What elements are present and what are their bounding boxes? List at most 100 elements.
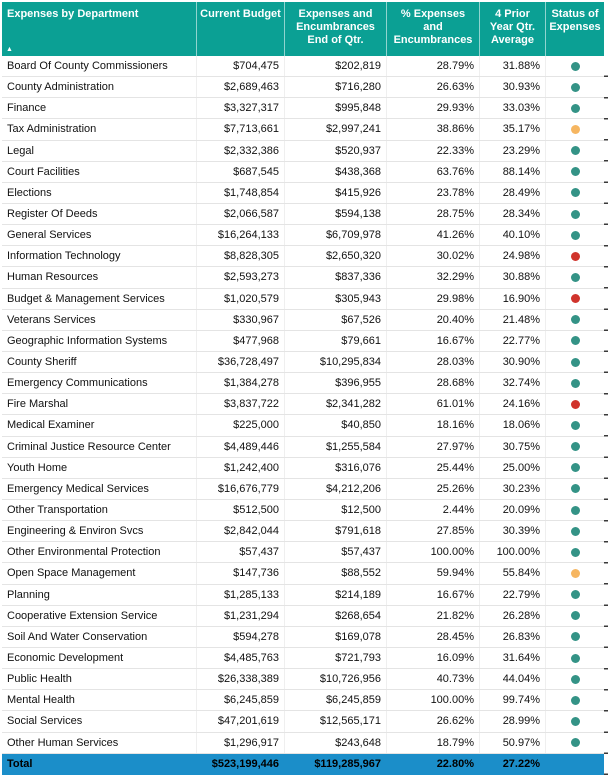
table-row[interactable]: Tax Administration $7,713,661 $2,997,241 38… [2, 119, 604, 141]
table-row[interactable]: Youth Home $1,242,400 $316,076 25.44% 25.00% [2, 457, 604, 479]
prior-year-avg-cell: 21.48% [479, 309, 545, 330]
table-row[interactable]: General Services $16,264,133 $6,709,978 41.… [2, 225, 604, 247]
table-row[interactable]: Emergency Medical Services $16,676,779 $4,… [2, 478, 604, 500]
table-row[interactable]: Emergency Communications $1,384,278 $396,9… [2, 373, 604, 395]
pct-expenses-cell: 38.86% [386, 119, 479, 140]
prior-year-avg-cell: 24.16% [479, 394, 545, 415]
table-row[interactable]: Medical Examiner $225,000 $40,850 18.16% 18.… [2, 415, 604, 437]
status-cell [545, 711, 604, 732]
total-expenses: $119,285,967 [314, 758, 381, 771]
department-cell: Board Of County Commissioners [7, 60, 168, 73]
expenses-cell: $791,618 [284, 521, 386, 542]
table-row[interactable]: Criminal Justice Resource Center $4,489,4… [2, 436, 604, 458]
current-budget-cell: $7,713,661 [196, 119, 284, 140]
table-row[interactable]: Planning $1,285,133 $214,189 16.67% 22.79% [2, 584, 604, 606]
current-budget-cell: $2,593,273 [196, 267, 284, 288]
table-row[interactable]: County Administration $2,689,463 $716,280 2… [2, 77, 604, 99]
expenses-cell: $40,850 [284, 415, 386, 436]
table-row[interactable]: Other Environmental Protection $57,437 $57… [2, 542, 604, 564]
department-cell: Emergency Communications [7, 377, 148, 390]
expenses-cell: $57,437 [284, 542, 386, 563]
current-budget-cell: $57,437 [196, 542, 284, 563]
status-green-icon [570, 716, 580, 726]
table-row[interactable]: Elections $1,748,854 $415,926 23.78% 28.49% [2, 182, 604, 204]
department-cell: Social Services [7, 715, 83, 728]
status-red-icon [570, 294, 580, 304]
status-red-icon [570, 399, 580, 409]
table-row[interactable]: Fire Marshal $3,837,722 $2,341,282 61.01% 24… [2, 394, 604, 416]
table-row[interactable]: Register Of Deeds $2,066,587 $594,138 28.75… [2, 203, 604, 226]
table-row[interactable]: Veterans Services $330,967 $67,526 20.40% 21… [2, 309, 604, 331]
table-row[interactable]: Public Health $26,338,389 $10,726,956 40.73… [2, 669, 604, 691]
status-cell [545, 246, 604, 267]
expenses-cell: $4,212,206 [284, 478, 386, 499]
current-budget-cell: $330,967 [196, 309, 284, 330]
table-row[interactable]: Other Human Services $1,296,917 $243,648 18… [2, 732, 604, 754]
status-cell [545, 267, 604, 288]
column-header-pct-expenses[interactable]: % Expenses and Encumbrances [386, 2, 479, 56]
department-cell: Planning [7, 588, 50, 601]
table-row[interactable]: Information Technology $8,828,305 $2,650,3… [2, 246, 604, 268]
column-header-expenses-end-of-qtr[interactable]: Expenses and Encumbrances End of Qtr. [284, 2, 386, 56]
status-green-icon [570, 611, 580, 621]
column-header-department[interactable]: Expenses by Department ▲ [2, 2, 196, 56]
current-budget-cell: $47,201,619 [196, 711, 284, 732]
column-header-current-budget[interactable]: Current Budget [196, 2, 284, 56]
current-budget-cell: $36,728,497 [196, 351, 284, 373]
table-row[interactable]: County Sheriff $36,728,497 $10,295,834 28.0… [2, 351, 604, 374]
column-header-status[interactable]: Status of Expenses [545, 2, 604, 56]
table-row[interactable]: Court Facilities $687,545 $438,368 63.76% 88… [2, 161, 604, 183]
table-row[interactable]: Human Resources $2,593,273 $837,336 32.29% 3… [2, 267, 604, 289]
expenses-cell: $79,661 [284, 330, 386, 351]
total-label: Total [7, 758, 33, 771]
current-budget-cell: $147,736 [196, 563, 284, 584]
total-current-budget: $523,199,446 [211, 758, 279, 771]
status-cell [545, 98, 604, 119]
table-header: Expenses by Department ▲ Current Budget … [2, 2, 604, 56]
table-row[interactable]: Economic Development $4,485,763 $721,793 16… [2, 647, 604, 670]
expenses-cell: $10,726,956 [284, 669, 386, 690]
table-row[interactable]: Geographic Information Systems $477,968 $7… [2, 330, 604, 352]
expenses-cell: $415,926 [284, 182, 386, 203]
pct-expenses-cell: 30.02% [386, 246, 479, 267]
status-green-icon [570, 209, 580, 219]
table-row[interactable]: Open Space Management $147,736 $88,552 59.9… [2, 563, 604, 585]
department-cell: Court Facilities [7, 165, 80, 178]
status-cell [545, 521, 604, 542]
table-row[interactable]: Other Transportation $512,500 $12,500 2.44%… [2, 499, 604, 522]
status-green-icon [570, 378, 580, 388]
table-row[interactable]: Legal $2,332,386 $520,937 22.33% 23.29% [2, 140, 604, 162]
department-cell: Register Of Deeds [7, 208, 98, 221]
status-cell [545, 436, 604, 457]
prior-year-avg-cell: 25.00% [479, 457, 545, 478]
sort-ascending-icon[interactable]: ▲ [6, 46, 13, 53]
table-row[interactable]: Soil And Water Conservation $594,278 $169,… [2, 626, 604, 648]
table-row[interactable]: Budget & Management Services $1,020,579 $3… [2, 288, 604, 310]
status-cell [545, 77, 604, 98]
column-header-prior-year-avg[interactable]: 4 Prior Year Qtr. Average [479, 2, 545, 56]
table-row[interactable]: Finance $3,327,317 $995,848 29.93% 33.03% [2, 98, 604, 120]
status-green-icon [570, 357, 580, 367]
pct-expenses-cell: 18.16% [386, 415, 479, 436]
pct-expenses-cell: 28.03% [386, 351, 479, 373]
table-row[interactable]: Engineering & Environ Svcs $2,842,044 $791… [2, 521, 604, 543]
pct-expenses-cell: 28.68% [386, 373, 479, 394]
status-cell [545, 373, 604, 394]
current-budget-cell: $1,296,917 [196, 732, 284, 753]
status-cell [545, 225, 604, 246]
department-cell: Medical Examiner [7, 419, 95, 432]
current-budget-cell: $3,837,722 [196, 394, 284, 415]
department-cell: Other Human Services [7, 736, 119, 749]
table-row[interactable]: Cooperative Extension Service $1,231,294 $… [2, 605, 604, 627]
table-row[interactable]: Social Services $47,201,619 $12,565,171 26.… [2, 711, 604, 733]
expenses-cell: $268,654 [284, 605, 386, 626]
department-cell: Cooperative Extension Service [7, 609, 158, 622]
table-row[interactable]: Mental Health $6,245,859 $6,245,859 100.00%… [2, 690, 604, 712]
department-cell: Soil And Water Conservation [7, 630, 148, 643]
table-row[interactable]: Board Of County Commissioners $704,475 $20… [2, 56, 604, 78]
status-green-icon [570, 103, 580, 113]
column-header-status-label: Status of Expenses [549, 8, 601, 33]
department-cell: Elections [7, 186, 52, 199]
current-budget-cell: $594,278 [196, 626, 284, 647]
expenses-cell: $12,500 [284, 499, 386, 521]
